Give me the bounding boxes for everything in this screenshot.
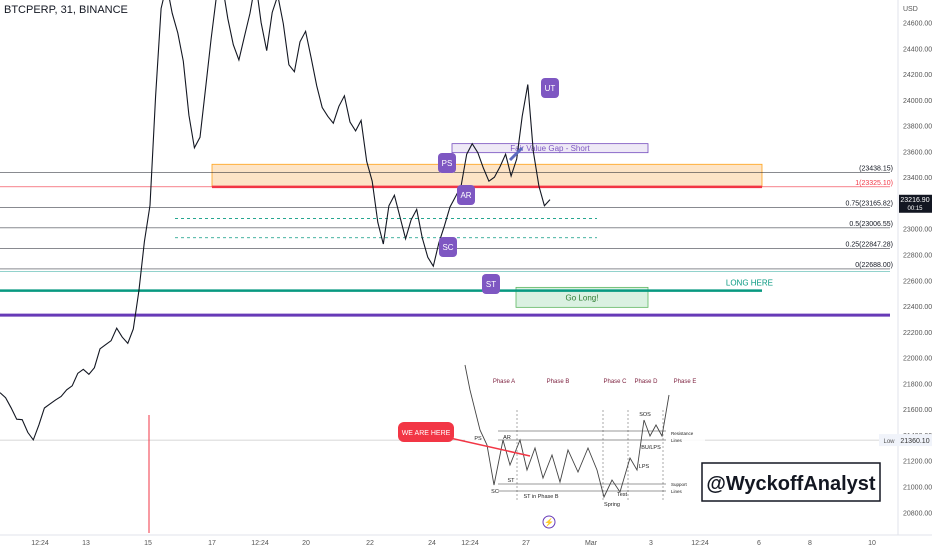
x-tick-15: 10	[868, 540, 876, 547]
schematic-event-6: Test	[617, 492, 628, 498]
marker-st-badge	[482, 274, 500, 294]
x-tick-5: 20	[302, 540, 310, 547]
schematic-phase-3: Phase D	[634, 379, 658, 385]
fib-label-4: 0.25(22847.28)	[846, 241, 893, 248]
schematic-phase-4: Phase E	[674, 379, 697, 385]
fib-label-1: 1(23325.10)	[855, 180, 893, 187]
schematic-background	[465, 365, 705, 507]
currency-label: USD	[903, 6, 918, 13]
fib-label-5: 0(22688.00)	[855, 262, 893, 269]
marker-st-label: ST	[486, 280, 496, 289]
schematic-event-7: SOS	[639, 412, 651, 418]
schematic-event-2: SC	[491, 489, 499, 495]
y-tick-5: 21800.00	[903, 381, 932, 388]
marker-ar-badge	[457, 185, 475, 205]
callout-pointer	[449, 437, 531, 457]
x-tick-13: 6	[757, 540, 761, 547]
schematic-line-label-2: Support	[671, 482, 688, 487]
y-tick-17: 24200.00	[903, 72, 932, 79]
watermark-box	[701, 462, 881, 502]
x-tick-7: 24	[428, 540, 436, 547]
zone-label-0: Fair Value Gap - Short	[510, 144, 590, 153]
marker-ps-label: PS	[442, 159, 453, 168]
lightning-icon	[542, 515, 556, 529]
schematic-phase-0: Phase A	[493, 379, 515, 385]
marker-ps-badge	[438, 153, 456, 173]
marker-sc-label: SC	[442, 243, 453, 252]
x-tick-0: 12:24	[31, 540, 49, 547]
y-tick-15: 23800.00	[903, 124, 932, 131]
schematic-phase-1: Phase B	[547, 379, 570, 385]
marker-ut-label: UT	[545, 84, 556, 93]
price-tag-value: 23216.90	[900, 197, 929, 204]
y-tick-8: 22400.00	[903, 304, 932, 311]
watermark-text: @WyckoffAnalyst	[706, 473, 876, 495]
y-tick-19: 24600.00	[903, 21, 932, 28]
schematic-event-0: PS	[474, 436, 482, 442]
marker-sc-badge	[439, 237, 457, 257]
marker-ut-badge	[541, 78, 559, 98]
x-tick-3: 17	[208, 540, 216, 547]
schematic-line-label-0: Resistance	[671, 431, 694, 436]
y-tick-18: 24400.00	[903, 46, 932, 53]
schematic-price-path	[464, 364, 670, 499]
y-tick-6: 22000.00	[903, 356, 932, 363]
schematic-event-1: AR	[503, 435, 511, 441]
schematic-event-8: BU/LPS	[641, 445, 661, 451]
x-tick-11: 3	[649, 540, 653, 547]
y-tick-4: 21600.00	[903, 407, 932, 414]
schematic-event-3: ST	[507, 478, 515, 484]
x-tick-6: 22	[366, 540, 374, 547]
zone-box-2	[515, 286, 649, 308]
x-tick-10: Mar	[585, 540, 598, 547]
x-tick-9: 27	[522, 540, 530, 547]
schematic-event-4: ST in Phase B	[523, 494, 558, 500]
y-tick-1: 21000.00	[903, 485, 932, 492]
schematic-event-9: LPS	[639, 464, 650, 470]
y-tick-7: 22200.00	[903, 330, 932, 337]
schematic-line-label-3: Lines	[671, 489, 683, 494]
schematic-event-5: Spring	[604, 502, 620, 508]
fib-label-0: (23438.15)	[859, 165, 893, 172]
price-tag-bg	[899, 194, 932, 213]
y-tick-13: 23400.00	[903, 175, 932, 182]
y-tick-14: 23600.00	[903, 149, 932, 156]
x-tick-1: 13	[82, 540, 90, 547]
price-tag-timer: 00:15	[907, 206, 923, 212]
schematic-line-label-1: Lines	[671, 438, 683, 443]
x-tick-4: 12:24	[251, 540, 269, 547]
y-tick-10: 22800.00	[903, 253, 932, 260]
y-tick-11: 23000.00	[903, 227, 932, 234]
symbol-label: BTCPERP, 31, BINANCE	[4, 4, 128, 16]
callout-box	[398, 422, 454, 442]
fib-label-3: 0.5(23006.55)	[849, 221, 893, 228]
low-tag-bg	[879, 434, 899, 447]
arrow-up-icon	[508, 146, 524, 162]
y-tick-16: 24000.00	[903, 98, 932, 105]
long-here-label: LONG HERE	[726, 279, 773, 288]
x-tick-2: 15	[144, 540, 152, 547]
y-tick-9: 22600.00	[903, 278, 932, 285]
x-tick-14: 8	[808, 540, 812, 547]
zone-label-2: Go Long!	[566, 293, 599, 302]
marker-ar-label: AR	[460, 191, 471, 200]
y-tick-0: 20800.00	[903, 510, 932, 517]
lightning-icon-glyph: ⚡	[544, 517, 554, 527]
low-tag-label: Low	[883, 439, 895, 445]
schematic-phase-2: Phase C	[603, 379, 627, 385]
fib-label-2: 0.75(23165.82)	[846, 200, 893, 207]
x-tick-8: 12:24	[461, 540, 479, 547]
y-tick-2: 21200.00	[903, 459, 932, 466]
zone-box-0	[451, 143, 649, 154]
x-tick-12: 12:24	[691, 540, 709, 547]
low-tag-price: 21360.10	[900, 438, 929, 445]
callout-label: WE ARE HERE	[402, 430, 451, 437]
low-tag-price-bg	[899, 434, 932, 447]
